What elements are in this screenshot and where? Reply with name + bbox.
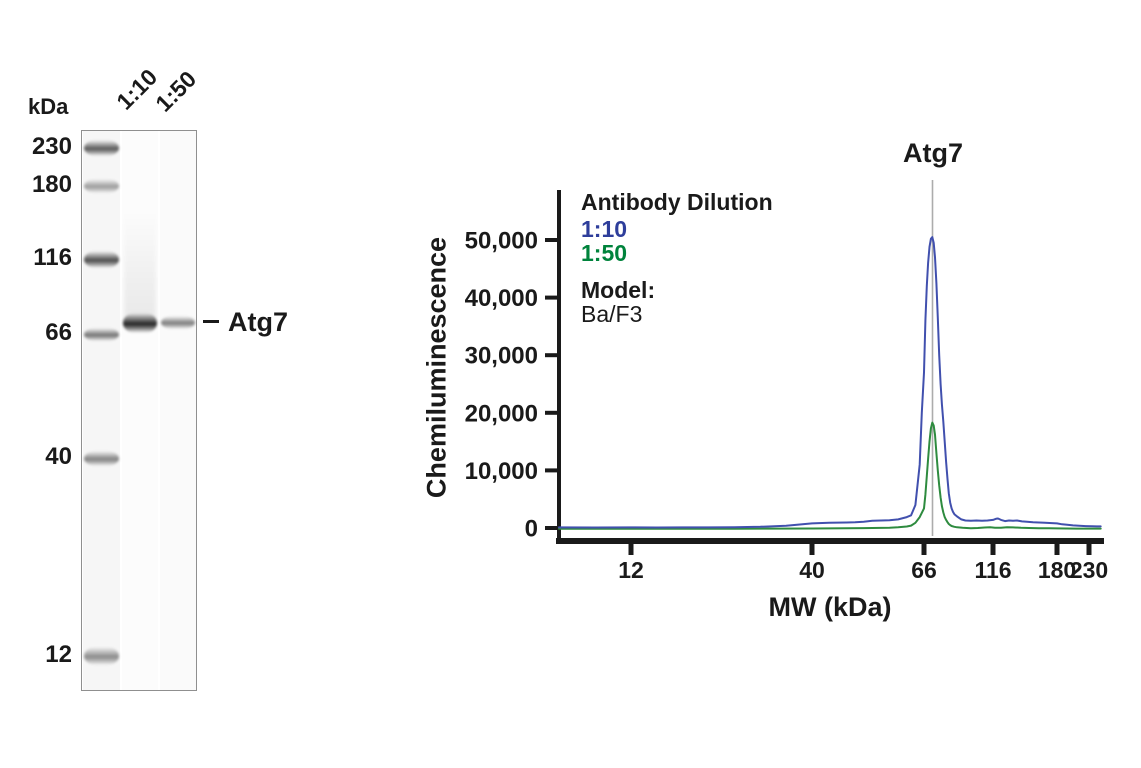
ladder-band-116 [84,250,119,268]
x-tick-230 [1086,544,1092,555]
x-tick-12 [628,544,634,555]
sample-lane-1-10 [122,131,158,690]
marker-label-180: 180 [31,171,72,198]
ladder-band-40 [84,450,119,466]
x-axis-line [556,538,1104,544]
x-tick-116 [990,544,996,555]
model-title: Model: [581,277,656,303]
x-tick-40 [809,544,815,555]
y-axis-title: Chemiluminescence [421,236,452,499]
x-tick-label-180: 180 [1038,557,1076,583]
y-tick-label-40000: 40,000 [465,285,538,312]
band-pointer-line [203,320,219,323]
x-tick-180 [1054,544,1060,555]
sample-band-1:10 [123,313,157,333]
marker-label-12: 12 [45,641,72,668]
y-tick-label-50000: 50,000 [465,228,538,255]
lane-smear [124,211,156,326]
x-tick-label-40: 40 [799,557,825,583]
marker-label-66: 66 [45,319,72,346]
model-value: Ba/F3 [581,301,643,327]
y-tick-label-30000: 30,000 [465,343,538,370]
x-tick-label-66: 66 [911,557,937,583]
ladder-band-66 [84,327,119,341]
y-tick-50000 [545,238,557,242]
y-tick-0 [545,526,557,530]
legend-entry-1-50: 1:50 [581,240,628,266]
legend-entry-1-10: 1:10 [581,216,628,242]
sample-band-1:50 [161,315,195,329]
y-tick-30000 [545,353,557,358]
y-tick-10000 [545,468,557,473]
ladder-band-180 [84,179,119,193]
ladder-band-230 [84,140,119,156]
blot-band-label: Atg7 [228,307,288,337]
kda-unit-label: kDa [28,94,69,119]
marker-label-230: 230 [31,133,72,160]
peak-label: Atg7 [903,138,963,168]
legend-title: Antibody Dilution [581,189,773,215]
ladder-band-12 [84,647,119,665]
trace-1:50 [558,421,1102,530]
sample-lane-1-50 [160,131,196,690]
marker-label-40: 40 [45,443,72,470]
x-axis-title: MW (kDa) [768,592,892,622]
trace-1:10 [558,236,1102,529]
y-tick-20000 [545,410,557,415]
x-tick-66 [921,544,927,555]
y-tick-40000 [545,295,557,300]
y-axis-line [557,190,561,543]
y-tick-label-0: 0 [525,516,538,543]
x-tick-label-230: 230 [1070,557,1108,583]
marker-label-116: 116 [33,244,72,271]
legend: Antibody Dilution 1:10 1:50 Model: Ba/F3 [581,190,773,326]
ladder-lane [83,131,120,690]
y-tick-label-10000: 10,000 [465,458,538,485]
blot-image [81,130,197,691]
y-tick-label-20000: 20,000 [465,400,538,427]
x-tick-label-116: 116 [974,557,1011,583]
x-tick-label-12: 12 [618,557,644,583]
